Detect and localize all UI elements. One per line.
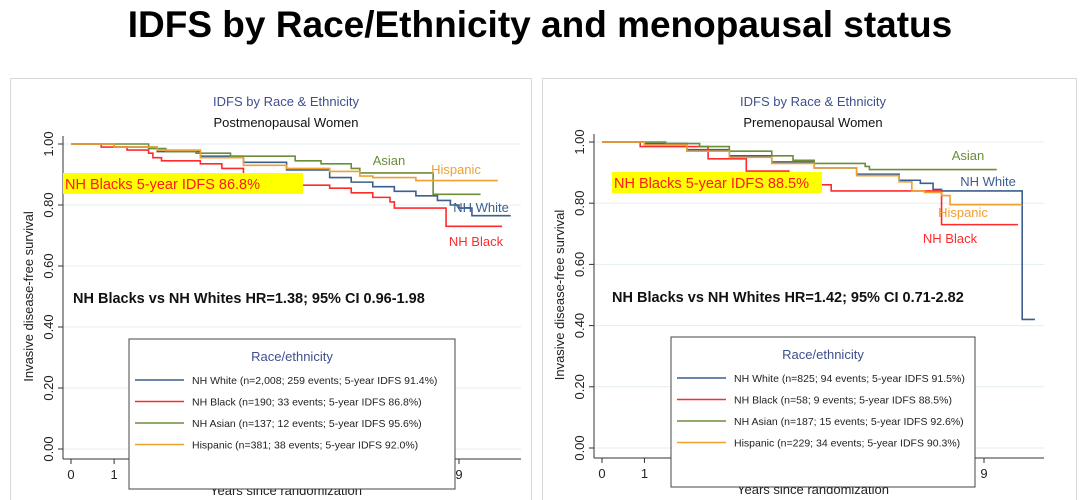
y-tick-label: 0.60 xyxy=(41,253,56,278)
chart-subtitle: Premenopausal Women xyxy=(743,115,882,130)
panel-postmenopausal: IDFS by Race & Ethnicity Postmenopausal W… xyxy=(10,78,532,500)
km-curve-hispanic xyxy=(602,141,1023,206)
y-tick-label: 1.00 xyxy=(41,131,56,156)
x-tick-label: 9 xyxy=(980,466,987,481)
highlight-box xyxy=(63,173,303,194)
legend-entry: NH White (n=825; 94 events; 5-year IDFS … xyxy=(734,373,965,385)
hr-annotation: NH Blacks vs NH Whites HR=1.42; 95% CI 0… xyxy=(612,290,964,306)
y-axis-label: Invasive disease-free survival xyxy=(552,210,567,381)
curve-label: Hispanic xyxy=(431,162,481,177)
y-tick-label: 1.00 xyxy=(572,129,587,154)
panel-premenopausal: IDFS by Race & Ethnicity Premenopausal Wo… xyxy=(542,78,1077,500)
highlight-annotation: NH Blacks 5-year IDFS 88.5% xyxy=(614,176,809,192)
curve-label: Asian xyxy=(952,148,985,163)
curve-label: NH White xyxy=(960,174,1016,189)
chart-title: IDFS by Race & Ethnicity xyxy=(740,94,886,109)
x-tick-label: 0 xyxy=(67,467,74,482)
main-title: IDFS by Race/Ethnicity and menopausal st… xyxy=(127,4,953,45)
legend-entry: Hispanic (n=381; 38 events; 5-year IDFS … xyxy=(192,440,418,452)
curve-label: NH White xyxy=(453,200,509,215)
curve-label: Hispanic xyxy=(938,205,988,220)
highlight-box xyxy=(612,172,822,193)
hr-annotation: NH Blacks vs NH Whites HR=1.38; 95% CI 0… xyxy=(73,291,425,307)
legend-entry: NH Black (n=58; 9 events; 5-year IDFS 88… xyxy=(734,395,952,407)
legend-entry: Hispanic (n=229; 34 events; 5-year IDFS … xyxy=(734,438,960,450)
legend-entry: NH Asian (n=187; 15 events; 5-year IDFS … xyxy=(734,416,964,428)
legend-box xyxy=(128,338,456,490)
legend-title: Race/ethnicity xyxy=(251,349,333,364)
legend-entry: NH Black (n=190; 33 events; 5-year IDFS … xyxy=(192,397,422,409)
chart-subtitle: Postmenopausal Women xyxy=(213,115,358,130)
y-tick-label: 0.80 xyxy=(572,191,587,216)
highlight-annotation: NH Blacks 5-year IDFS 86.8% xyxy=(65,177,260,193)
y-tick-label: 0.00 xyxy=(41,436,56,461)
x-tick-label: 9 xyxy=(455,467,462,482)
legend-box xyxy=(670,336,976,488)
chart-postmenopausal: IDFS by Race & Ethnicity Postmenopausal W… xyxy=(21,94,521,498)
y-tick-label: 0.40 xyxy=(572,313,587,338)
y-tick-label: 0.60 xyxy=(572,252,587,277)
legend-entry: NH White (n=2,008; 259 events; 5-year ID… xyxy=(192,375,437,387)
y-tick-label: 0.40 xyxy=(41,314,56,339)
legend-title: Race/ethnicity xyxy=(782,347,864,362)
y-tick-label: 0.20 xyxy=(572,374,587,399)
curve-label: NH Black xyxy=(923,231,978,246)
x-tick-label: 1 xyxy=(641,466,648,481)
chart-premenopausal: IDFS by Race & Ethnicity Premenopausal Wo… xyxy=(552,94,1044,497)
km-curve-hispanic xyxy=(71,143,498,182)
chart-title: IDFS by Race & Ethnicity xyxy=(213,94,359,109)
y-tick-label: 0.80 xyxy=(41,192,56,217)
y-axis-label: Invasive disease-free survival xyxy=(21,211,36,382)
km-curve-nh-asian xyxy=(602,141,997,171)
x-tick-label: 1 xyxy=(110,467,117,482)
curve-label: NH Black xyxy=(449,234,504,249)
curve-label: Asian xyxy=(373,153,406,168)
y-tick-label: 0.00 xyxy=(572,435,587,460)
y-tick-label: 0.20 xyxy=(41,375,56,400)
legend-entry: NH Asian (n=137; 12 events; 5-year IDFS … xyxy=(192,418,422,430)
x-tick-label: 0 xyxy=(598,466,605,481)
